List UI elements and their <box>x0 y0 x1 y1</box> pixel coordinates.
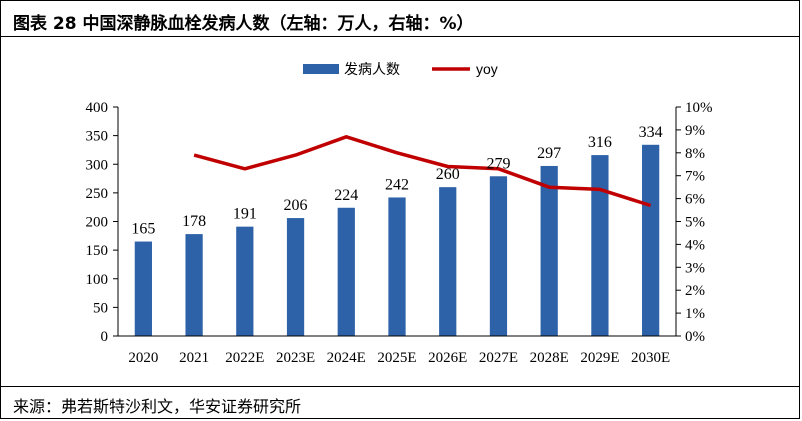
data-label: 316 <box>588 134 612 151</box>
data-label: 279 <box>486 155 510 172</box>
bar <box>642 144 660 336</box>
x-axis-tick-label: 2020 <box>128 350 158 366</box>
legend-bar-label: 发病人数 <box>344 61 400 77</box>
data-label: 242 <box>385 176 409 193</box>
data-label: 297 <box>537 145 561 162</box>
legend-line-label: yoy <box>476 61 498 77</box>
left-axis: 0 50 100 150 200 250 300 350 400 <box>86 100 119 345</box>
left-axis-tick-label: 250 <box>86 186 109 202</box>
data-labels: 165 178 191 206 224 242 260 279 297 316 334 <box>131 124 662 238</box>
bar <box>591 155 609 336</box>
left-axis-tick-label: 300 <box>86 157 109 173</box>
legend-bar-swatch <box>303 64 339 74</box>
data-label: 178 <box>182 213 206 230</box>
left-axis-tick-label: 350 <box>86 129 109 145</box>
right-axis-tick-label: 7% <box>685 169 705 185</box>
x-axis-tick-label: 2027E <box>479 350 518 366</box>
right-axis: 0% 1% 2% 3% 4% 5% 6% 7% 8% 9% 10% <box>675 100 713 345</box>
bar <box>388 197 406 336</box>
data-label: 165 <box>131 221 155 238</box>
chart-title: 图表 28 中国深静脉血栓发病人数（左轴：万人，右轴：%） <box>13 14 474 34</box>
yoy-line-series <box>193 135 652 208</box>
data-label: 260 <box>436 166 460 183</box>
x-axis-tick-label: 2028E <box>530 350 569 366</box>
chart-source: 来源：弗若斯特沙利文，华安证券研究所 <box>13 397 302 416</box>
bar <box>489 176 508 336</box>
x-axis-tick-label: 2025E <box>377 350 416 366</box>
bar <box>540 165 558 336</box>
left-axis-tick-label: 400 <box>86 100 109 116</box>
left-axis-tick-label: 100 <box>86 272 109 288</box>
bar <box>337 207 355 336</box>
yoy-line <box>193 135 652 208</box>
right-axis-tick-label: 3% <box>685 260 705 276</box>
x-axis: 2020 2021 2022E 2023E 2024E 2025E 2026E 2027E 20… <box>118 335 676 366</box>
right-axis-tick-label: 2% <box>685 283 705 299</box>
bar <box>134 241 152 336</box>
left-axis-tick-label: 150 <box>86 243 109 259</box>
x-axis-tick-label: 2022E <box>225 350 264 366</box>
bar <box>439 187 457 336</box>
legend: 发病人数 yoy <box>303 61 498 77</box>
left-axis-tick-label: 0 <box>101 329 109 345</box>
data-label: 334 <box>639 124 663 141</box>
right-axis-tick-label: 5% <box>685 215 705 231</box>
right-axis-tick-label: 1% <box>685 306 705 322</box>
left-axis-tick-label: 50 <box>93 300 108 316</box>
bar <box>236 226 254 336</box>
right-axis-tick-label: 8% <box>685 146 705 162</box>
right-axis-tick-label: 9% <box>685 123 705 139</box>
x-axis-tick-label: 2029E <box>580 350 619 366</box>
right-axis-tick-label: 4% <box>685 237 705 253</box>
x-axis-tick-label: 2024E <box>327 350 366 366</box>
x-axis-tick-label: 2026E <box>428 350 467 366</box>
right-axis-tick-label: 0% <box>685 329 705 345</box>
data-label: 191 <box>233 206 257 223</box>
data-label: 206 <box>284 197 308 214</box>
left-axis-tick-label: 200 <box>86 215 109 231</box>
x-axis-tick-label: 2021 <box>179 350 209 366</box>
bar <box>185 234 203 336</box>
right-axis-tick-label: 6% <box>685 192 705 208</box>
title-bar: 图表 28 中国深静脉血栓发病人数（左轴：万人，右轴：%） <box>1 1 799 37</box>
data-label: 224 <box>334 187 358 204</box>
right-axis-tick-label: 10% <box>685 100 713 116</box>
bar <box>286 218 305 336</box>
bar-series <box>134 144 660 336</box>
x-axis-tick-label: 2023E <box>276 350 315 366</box>
source-bar: 来源：弗若斯特沙利文，华安证券研究所 <box>1 386 799 420</box>
x-axis-tick-label: 2030E <box>631 350 670 366</box>
